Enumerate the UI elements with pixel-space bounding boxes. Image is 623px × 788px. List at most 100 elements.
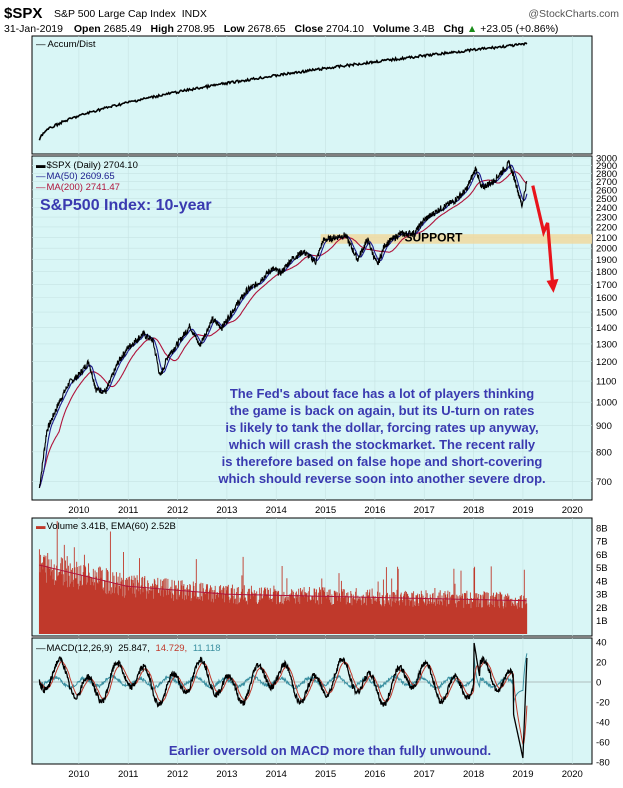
price-tick-2600: 2600 (596, 185, 617, 196)
x-axis-top: 2010 2011 2012 2013 2014 2015 2016 2017 2018 2019… (68, 505, 583, 516)
macd-tick-20: 20 (596, 658, 607, 669)
price-line (38, 159, 528, 489)
volume-tick-6B: 6B (596, 550, 608, 561)
price-tick-2000: 2000 (596, 244, 617, 255)
x-tick-top-2019: 2019 (512, 505, 533, 516)
price-tick-1800: 1800 (596, 267, 617, 278)
annotation-line-3: is likely to tank the dollar, forcing ra… (225, 420, 538, 435)
quote-low: 2678.65 (248, 23, 286, 35)
price-tick-2800: 2800 (596, 169, 617, 180)
price-tick-1500: 1500 (596, 308, 617, 319)
quote-change: +23.05 (+0.86%) (480, 23, 558, 35)
quote-volume: 3.4B (413, 23, 435, 35)
price-tick-1700: 1700 (596, 280, 617, 291)
x-tick-bottom-2010: 2010 (68, 769, 89, 780)
quote-date: 31-Jan-2019 (4, 23, 63, 35)
legend-price: $SPX (Daily) 2704.10 (47, 160, 138, 171)
volume-tick-8B: 8B (596, 523, 608, 534)
price-axis: 700 800 900 1000 1100 1200 1300 1400 1500 1600 170… (596, 154, 617, 489)
x-tick-bottom-2020: 2020 (562, 769, 583, 780)
annotation-line-2: the game is back on again, but its U-tur… (230, 403, 535, 418)
macd-tick-0: 0 (596, 678, 601, 689)
quote-open: 2685.49 (104, 23, 142, 35)
price-tick-2200: 2200 (596, 222, 617, 233)
price-tick-1600: 1600 (596, 293, 617, 304)
x-tick-top-2017: 2017 (414, 505, 435, 516)
x-tick-top-2014: 2014 (266, 505, 287, 516)
price-tick-2400: 2400 (596, 203, 617, 214)
exchange: INDX (182, 8, 207, 20)
price-tick-900: 900 (596, 421, 612, 432)
price-tick-700: 700 (596, 477, 612, 488)
volume-tick-2B: 2B (596, 603, 608, 614)
x-tick-bottom-2011: 2011 (118, 769, 138, 780)
x-tick-bottom-2017: 2017 (414, 769, 435, 780)
forecast-arrowhead (546, 278, 559, 293)
watermark: @StockCharts.com (528, 8, 619, 20)
volume-tick-7B: 7B (596, 537, 608, 548)
price-tick-1400: 1400 (596, 323, 617, 334)
price-tick-2100: 2100 (596, 233, 617, 244)
support-label: SUPPORT (405, 231, 464, 245)
svg-text:—MA(200) 2741.47: —MA(200) 2741.47 (36, 182, 120, 193)
volume-tick-3B: 3B (596, 590, 608, 601)
macd-value: 25.847, (118, 643, 150, 654)
price-tick-2500: 2500 (596, 194, 617, 205)
price-tick-1100: 1100 (596, 377, 616, 388)
svg-text:—Accum/Dist: — Accum/Dist (36, 39, 96, 50)
volume-bars (38, 521, 528, 634)
price-tick-1300: 1300 (596, 339, 617, 350)
grid-lines (32, 36, 592, 764)
accum-dist-line (38, 42, 528, 141)
x-tick-bottom-2013: 2013 (216, 769, 237, 780)
macd-panel (31, 637, 593, 765)
macd-tick--20: -20 (596, 698, 610, 709)
macd-annotation: Earlier oversold on MACD more than fully… (169, 743, 491, 758)
index-name: S&P 500 Large Cap Index (54, 8, 177, 20)
volume-tick-4B: 4B (596, 576, 608, 587)
legend-ma200: MA(200) 2741.47 (47, 182, 120, 193)
chg-arrow: ▲ (467, 23, 477, 35)
price-annotation: The Fed's about face has a lot of player… (217, 386, 545, 486)
macd-signal-value: 14.729, (155, 643, 187, 654)
volume-tick-1B: 1B (596, 616, 608, 627)
macd-tick--40: -40 (596, 718, 610, 729)
price-tick-2700: 2700 (596, 177, 617, 188)
annotation-line-4: which will crash the stockmarket. The re… (228, 437, 536, 452)
x-tick-top-2020: 2020 (562, 505, 583, 516)
price-tick-800: 800 (596, 447, 612, 458)
accum-dist-label: Accum/Dist (48, 39, 96, 50)
x-tick-bottom-2019: 2019 (512, 769, 533, 780)
x-tick-top-2011: 2011 (118, 505, 138, 516)
annotation-line-6: which should reverse soon into another s… (217, 471, 545, 486)
svg-text:S&P 500 Large Cap Index IN: S&P 500 Large Cap Index INDX (54, 8, 207, 20)
x-tick-top-2012: 2012 (167, 505, 188, 516)
quote-line: 31-Jan-2019 Open 2685.49 High 2708.95 Lo… (4, 23, 558, 35)
price-tick-3000: 3000 (596, 154, 617, 165)
x-axis-bottom: 2010 2011 2012 2013 2014 2015 2016 2017 2018 2019… (68, 769, 583, 780)
x-tick-bottom-2015: 2015 (315, 769, 336, 780)
svg-text:—MACD(12,26,9) 25.847,: —MACD(12,26,9) 25.847, 14.729, 11.118 (36, 643, 220, 654)
x-tick-top-2015: 2015 (315, 505, 336, 516)
accum-dist-panel (31, 35, 593, 155)
x-tick-bottom-2014: 2014 (266, 769, 287, 780)
macd-hist-value: 11.118 (193, 643, 221, 654)
price-panel (31, 155, 593, 501)
svg-text:▬$SPX (Daily) 2704.10: ▬$SPX (Daily) 2704.10 (36, 160, 138, 171)
macd-tick-40: 40 (596, 638, 607, 649)
quote-high: 2708.95 (177, 23, 215, 35)
macd-tick--80: -80 (596, 758, 610, 769)
x-tick-top-2018: 2018 (463, 505, 484, 516)
price-tick-1000: 1000 (596, 398, 617, 409)
x-tick-top-2010: 2010 (68, 505, 89, 516)
forecast-arrow (531, 185, 555, 284)
ticker-symbol: $SPX (4, 5, 42, 22)
volume-axis: 1B 2B 3B 4B 5B 6B 7B 8B (596, 523, 608, 627)
legend-ma50: MA(50) 2609.65 (47, 171, 115, 182)
quote-close: 2704.10 (326, 23, 364, 35)
price-tick-1200: 1200 (596, 357, 617, 368)
x-tick-bottom-2018: 2018 (463, 769, 484, 780)
price-tick-2300: 2300 (596, 213, 617, 224)
volume-ema-line (39, 564, 527, 602)
